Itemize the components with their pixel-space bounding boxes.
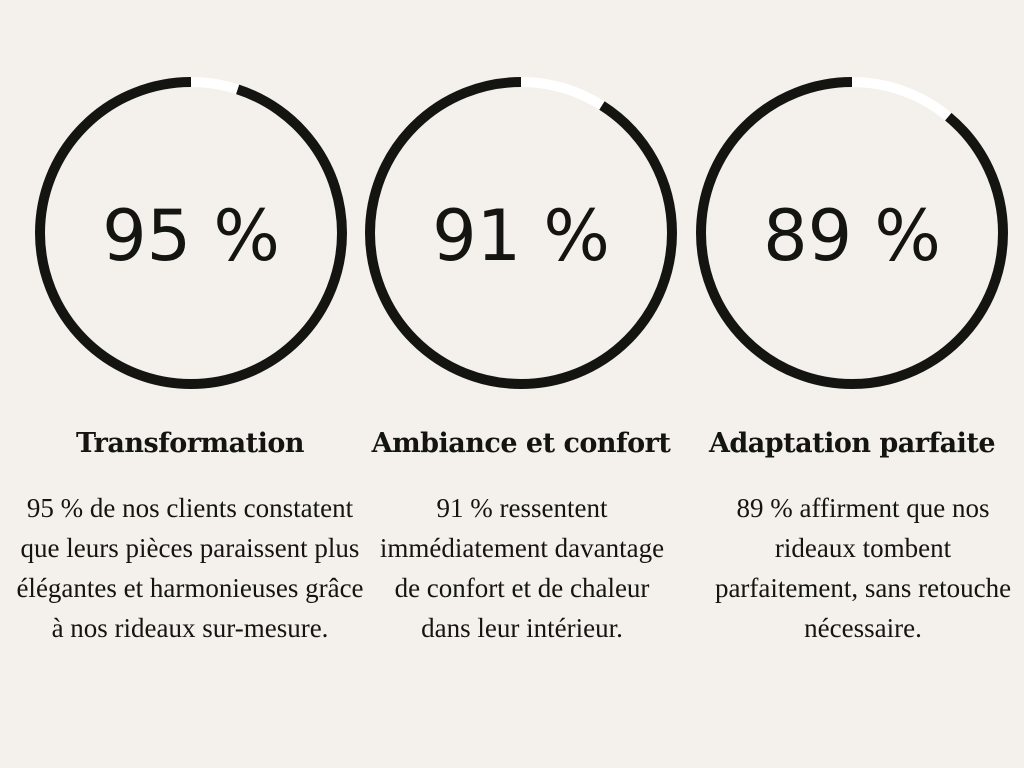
ring-progress — [365, 77, 677, 389]
ring-value-label: 89 % — [763, 195, 941, 277]
stat-card-adaptation: 89 % Adaptation parfaite 89 % affirment … — [682, 0, 1022, 768]
stat-card-ambiance: 91 % Ambiance et confort 91 % ressentent… — [351, 0, 691, 768]
stat-title: Ambiance et confort — [371, 428, 671, 459]
stat-description: 89 % affirment que nos rideaux tombent p… — [714, 493, 1012, 643]
progress-ring: 95 % — [35, 77, 347, 389]
ring-progress — [35, 77, 347, 389]
stat-card-transformation: 95 % Transformation 95 % de nos clients … — [16, 0, 364, 768]
progress-ring: 91 % — [365, 77, 677, 389]
stat-description: 95 % de nos clients constatent que leurs… — [16, 493, 364, 643]
stat-title: Transformation — [76, 428, 304, 459]
ring-progress — [696, 77, 1008, 389]
progress-ring: 89 % — [696, 77, 1008, 389]
stat-description: 91 % ressentent immédiatement davantage … — [379, 493, 665, 643]
stat-title: Adaptation parfaite — [708, 428, 996, 459]
ring-value-label: 91 % — [432, 195, 610, 277]
ring-value-label: 95 % — [102, 195, 280, 277]
